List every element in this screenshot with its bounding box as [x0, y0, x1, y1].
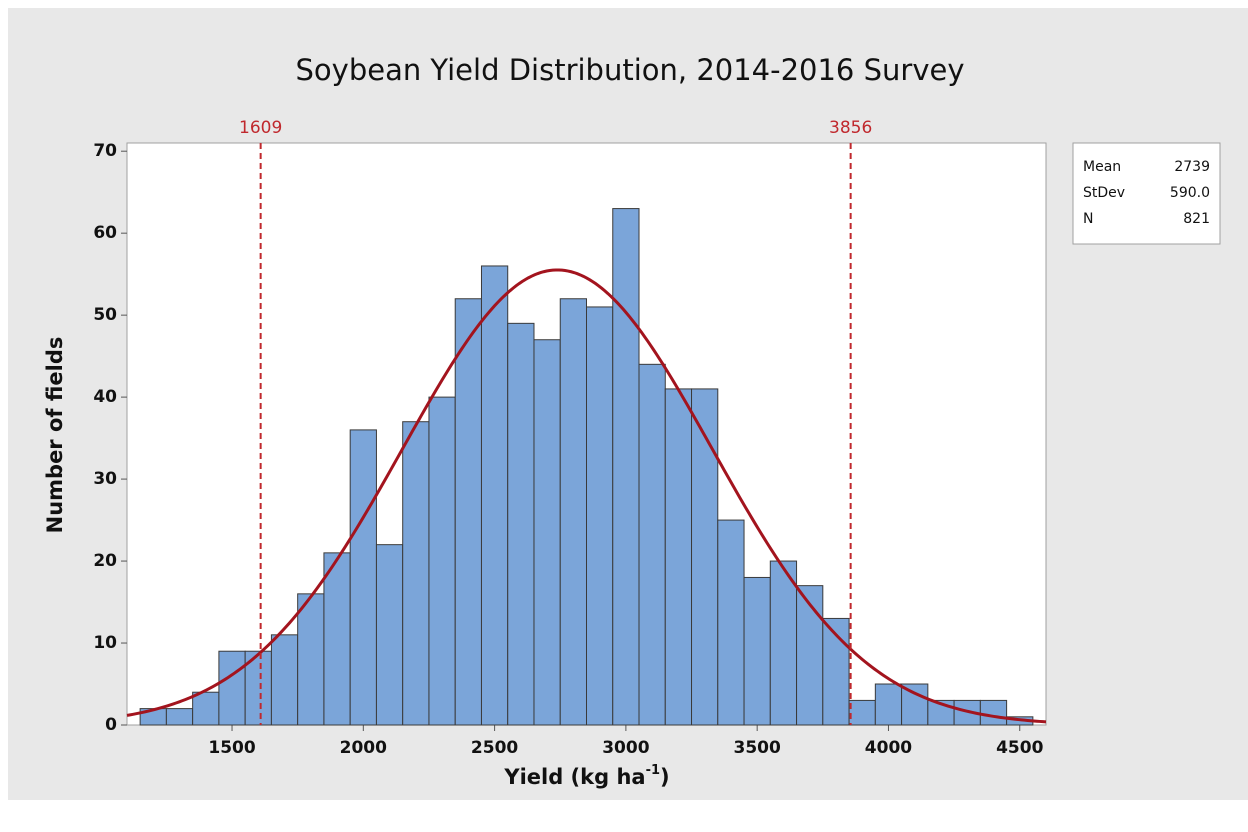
x-axis-title-sup: -1 — [646, 763, 660, 778]
bar — [586, 306, 614, 726]
bar — [454, 298, 482, 726]
y-tick-label: 10 — [93, 633, 117, 653]
bar — [297, 593, 325, 726]
bar — [428, 396, 456, 726]
bar — [323, 552, 351, 726]
x-tick-label: 2500 — [471, 738, 518, 758]
bar — [717, 519, 745, 726]
bar — [979, 699, 1008, 726]
bar — [638, 363, 666, 726]
y-tick-label: 50 — [93, 305, 117, 325]
fit-curve — [126, 268, 1047, 724]
bar — [533, 339, 561, 726]
y-tick-label: 70 — [93, 141, 117, 161]
x-axis-title-main: Yield (kg ha — [503, 765, 645, 789]
y-tick-label: 0 — [105, 715, 117, 735]
x-axis-title-end: ) — [660, 765, 670, 789]
y-axis-title: Number of fields — [43, 337, 67, 534]
bar — [691, 388, 719, 726]
x-tick-label: 3000 — [602, 738, 649, 758]
stat-value: 821 — [1183, 211, 1210, 227]
bar — [796, 585, 824, 726]
bar — [848, 699, 876, 726]
x-tick-label: 2000 — [340, 738, 387, 758]
y-tick-label: 60 — [93, 223, 117, 243]
bar — [349, 429, 377, 726]
bar — [507, 322, 535, 726]
reference-label: 1609 — [239, 118, 282, 138]
bar — [769, 560, 798, 726]
bar — [480, 265, 509, 726]
bar — [192, 691, 220, 726]
stat-name: Mean — [1083, 159, 1121, 175]
y-tick-label: 30 — [93, 469, 117, 489]
x-tick-label: 4500 — [996, 738, 1043, 758]
bar — [402, 421, 430, 726]
stat-value: 590.0 — [1170, 185, 1210, 201]
bar — [612, 208, 640, 726]
x-axis-title: Yield (kg ha-1) — [503, 763, 669, 790]
stat-name: StDev — [1083, 185, 1125, 201]
chart-title: Soybean Yield Distribution, 2014-2016 Su… — [296, 53, 965, 87]
stat-name: N — [1083, 211, 1093, 227]
x-tick-label: 4000 — [865, 738, 912, 758]
bar — [165, 708, 194, 726]
stat-value: 2739 — [1174, 159, 1210, 175]
y-tick-label: 40 — [93, 387, 117, 407]
reference-label: 3856 — [829, 118, 872, 138]
bar — [218, 650, 246, 726]
bar — [559, 298, 588, 726]
bar — [743, 576, 771, 726]
x-tick-label: 1500 — [208, 738, 255, 758]
bar — [664, 388, 693, 726]
bar — [901, 683, 929, 726]
bar — [375, 544, 404, 726]
x-tick-label: 3500 — [734, 738, 781, 758]
stats-box — [1072, 142, 1221, 245]
bar — [874, 683, 903, 726]
bar — [270, 634, 299, 726]
y-tick-label: 20 — [93, 551, 117, 571]
